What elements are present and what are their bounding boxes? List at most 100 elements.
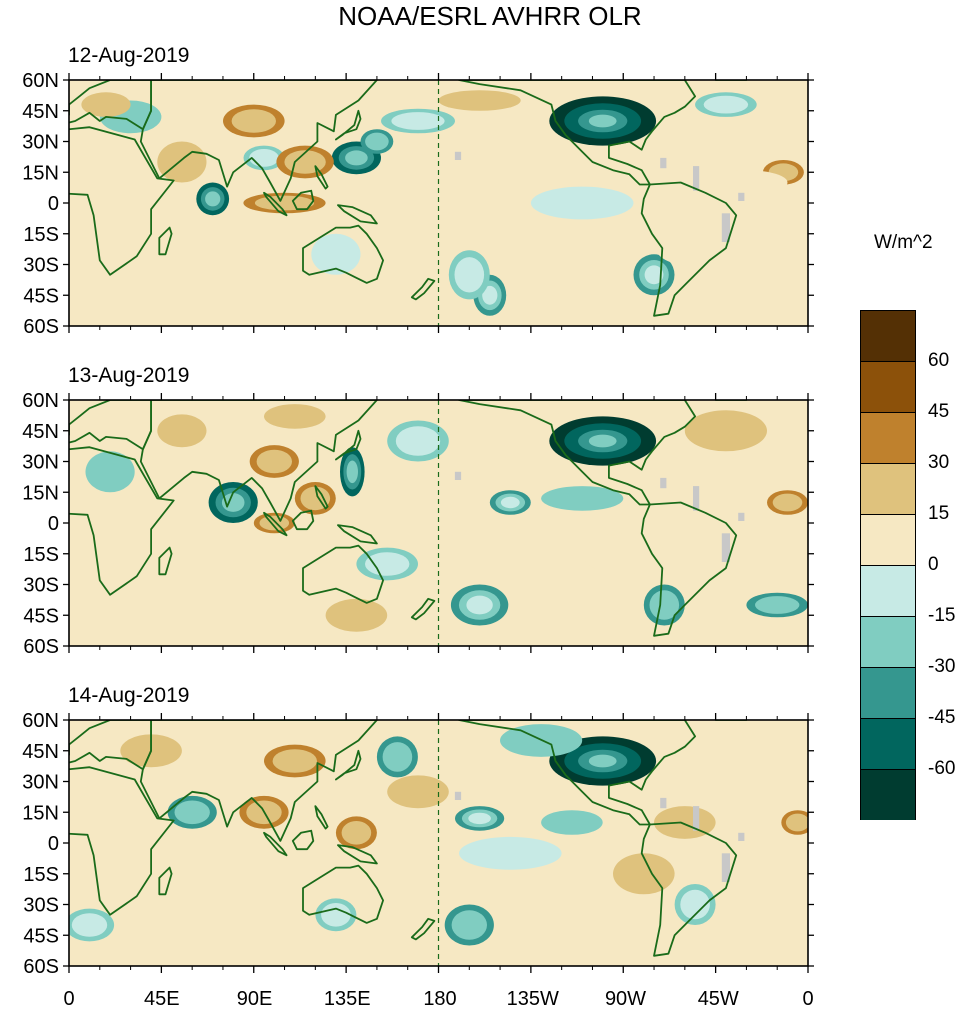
greenland-outline (714, 720, 748, 721)
anomaly-patch (345, 150, 368, 166)
y-tick-label: 30N (22, 772, 59, 794)
anomaly-patch (588, 114, 617, 128)
y-tick-label: 15N (22, 162, 59, 184)
greenland-outline (714, 80, 748, 81)
missing-data-cell (738, 832, 745, 841)
anomaly-patch (680, 889, 710, 920)
missing-data-cell (738, 192, 745, 201)
missing-data-cell (660, 797, 667, 809)
latitude-axis: 60N 45N 30N 15N 0 15S 30S 45S 60S (22, 70, 59, 338)
sumatra-outline (263, 511, 288, 537)
japan-outline (334, 749, 362, 781)
x-tick-label: 45W (697, 988, 739, 1010)
anomaly-patch (785, 813, 808, 832)
y-tick-label: 30S (23, 575, 59, 597)
axis-ticks (63, 73, 814, 333)
y-tick-label: 45N (22, 101, 59, 123)
colorbar-tick-label: -45 (928, 707, 956, 728)
africa-outline (69, 766, 175, 916)
axis-ticks (63, 393, 814, 653)
colorbar-swatch (861, 719, 915, 770)
figure-title: NOAA/ESRL AVHRR OLR (338, 1, 642, 31)
map-panel-1-plot: 60N 45N 30N 15N 0 15S 30S 45S 60S (22, 70, 814, 338)
axis-ticks (63, 713, 814, 973)
anomaly-patch (391, 112, 445, 130)
missing-data-cell (454, 791, 462, 800)
latitude-axis: 60N 45N 30N 15N 0 15S 30S 45S 60S (22, 390, 59, 658)
colorbar-swatch (861, 464, 915, 515)
new-zealand-outline (410, 917, 436, 941)
borneo-outline (291, 189, 315, 211)
missing-data-cell (738, 512, 745, 521)
anomaly-patch (231, 109, 276, 133)
north-america-outline (458, 80, 696, 186)
anomaly-patch (468, 812, 491, 825)
australia-outline (302, 864, 385, 924)
australia-outline (302, 544, 385, 604)
europe-outline (69, 80, 153, 131)
x-tick-label: 90W (604, 988, 647, 1010)
olr-anomaly-field (69, 80, 808, 326)
colorbar-tick-label: 30 (928, 452, 950, 473)
philippines-outline (314, 805, 329, 830)
anomaly-patch (157, 141, 207, 183)
colorbar-legend: W/m^2 60 45 30 15 0 -15 -30 -45 -60 (860, 230, 964, 830)
anomaly-patch (321, 903, 351, 927)
anomaly-patch (649, 590, 680, 620)
olr-anomaly-field (69, 400, 808, 646)
anomaly-patch (254, 195, 315, 211)
missing-data-cell (693, 486, 700, 511)
y-tick-label: 0 (48, 513, 59, 535)
x-tick-label: 90E (236, 988, 273, 1010)
y-tick-label: 15S (23, 544, 59, 566)
anomaly-patch (459, 836, 562, 870)
y-tick-label: 60N (22, 70, 59, 92)
borneo-outline (291, 829, 315, 851)
y-tick-label: 60S (23, 316, 59, 338)
australia-outline (302, 224, 385, 284)
missing-data-cell (660, 157, 667, 169)
anomaly-patch (454, 257, 485, 293)
madagascar-outline (158, 866, 173, 896)
north-america-outline (458, 400, 696, 506)
japan-outline (334, 109, 362, 141)
borneo-outline (291, 509, 315, 531)
colorbar-tick-label: 0 (928, 554, 939, 575)
europe-outline (69, 400, 153, 451)
colorbar-swatch (861, 362, 915, 413)
y-tick-label: 45N (22, 741, 59, 763)
anomaly-patch (395, 426, 441, 456)
missing-data-cell (693, 806, 700, 831)
x-tick-label: 45E (143, 988, 180, 1010)
colorbar-units-label: W/m^2 (874, 232, 933, 253)
anomaly-patch (654, 223, 716, 265)
anomaly-patch (541, 810, 603, 835)
colorbar-swatch (861, 770, 915, 820)
anomaly-patch (755, 596, 800, 614)
map-panel-2-plot: 60N 45N 30N 15N 0 15S 30S 45S 60S (22, 390, 814, 658)
new-zealand-outline (410, 277, 436, 301)
greenland-outline (714, 400, 748, 401)
anomaly-patch (264, 404, 326, 429)
anomaly-patch (205, 191, 221, 207)
anomaly-patch (256, 449, 292, 474)
y-tick-label: 30N (22, 452, 59, 474)
colorbar-swatch (861, 668, 915, 719)
x-tick-label: 135E (323, 988, 371, 1010)
colorbar-swatch (861, 617, 915, 668)
y-tick-label: 30S (23, 895, 59, 917)
map-panel-3-plot: 60N 45N 30N 15N 0 15S 30S 45S 60S (22, 710, 814, 978)
anomaly-patch (703, 95, 749, 114)
y-tick-label: 45S (23, 605, 59, 627)
new-guinea-outline (336, 844, 378, 865)
anomaly-patch (365, 132, 389, 151)
anomaly-patch (81, 92, 131, 117)
anomaly-patch (772, 493, 803, 512)
panel-date-label: 12-Aug-2019 (68, 44, 190, 67)
x-tick-label: 0 (63, 988, 75, 1010)
colorbar-tick-label: -30 (928, 656, 956, 677)
colorbar-swatch (861, 566, 915, 617)
anomaly-patch (705, 170, 788, 195)
missing-data-cell (693, 166, 700, 191)
colorbar-tick-label: 45 (928, 401, 950, 422)
